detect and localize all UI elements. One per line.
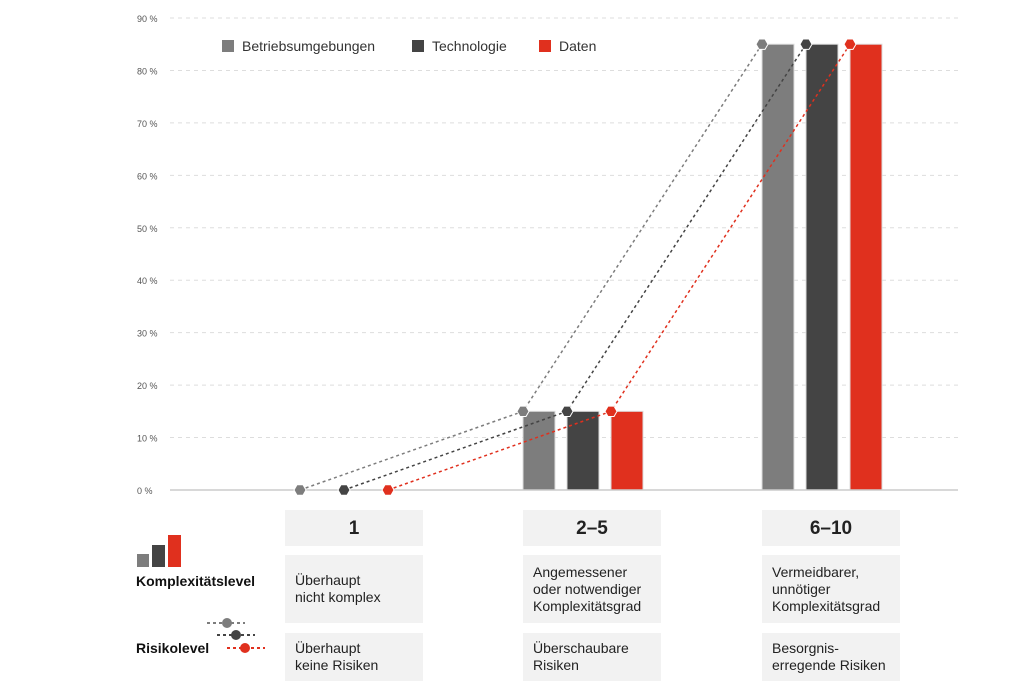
risk-marker <box>381 484 395 496</box>
bar <box>522 410 556 491</box>
y-tick-label: 90 % <box>137 14 158 24</box>
complexity-label: Komplexitätslevel <box>136 573 256 589</box>
y-tick-label: 30 % <box>137 329 158 339</box>
risk-label: Risikolevel <box>136 640 210 656</box>
bar <box>761 43 795 491</box>
legend-item: Technologie <box>412 38 507 54</box>
bar <box>566 410 600 491</box>
legend-swatch <box>222 40 234 52</box>
legend-item: Betriebsumgebungen <box>222 38 375 54</box>
risk-marker <box>337 484 351 496</box>
complexity-desc: Vermeidbarer, unnötiger Komplexitätsgrad <box>762 555 900 623</box>
y-tick-label: 60 % <box>137 171 158 181</box>
risk-icon <box>207 618 265 653</box>
y-tick-label: 10 % <box>137 434 158 444</box>
bar <box>849 43 883 491</box>
risk-desc: Besorgnis- erregende Risiken <box>762 633 900 681</box>
y-tick-label: 50 % <box>137 224 158 234</box>
risk-marker <box>755 38 769 50</box>
y-tick-label: 80 % <box>137 66 158 76</box>
risk-marker <box>560 405 574 418</box>
y-tick-label: 20 % <box>137 381 158 391</box>
category-box: 6–10 <box>762 510 900 546</box>
category-box: 1 <box>285 510 423 546</box>
risk-marker <box>799 38 813 50</box>
risk-marker <box>516 405 530 418</box>
complexity-desc: Überhaupt nicht komplex <box>285 555 423 623</box>
category-box: 2–5 <box>523 510 661 546</box>
risk-marker <box>293 484 307 496</box>
legend-label: Betriebsumgebungen <box>242 38 376 54</box>
legend-swatch <box>539 40 551 52</box>
y-tick-label: 0 % <box>137 486 153 496</box>
bar <box>610 410 644 491</box>
complexity-desc: Angemessener oder notwendiger Komplexitä… <box>523 555 661 623</box>
risk-desc: Überschaubare Risiken <box>523 633 661 681</box>
complexity-icon <box>137 535 181 567</box>
legend-item: Daten <box>539 38 596 54</box>
y-tick-label: 70 % <box>137 119 158 129</box>
y-tick-label: 40 % <box>137 276 158 286</box>
risk-marker <box>843 38 857 50</box>
risk-marker <box>604 405 618 418</box>
legend-label: Daten <box>559 38 597 54</box>
legend-swatch <box>412 40 424 52</box>
bar <box>805 43 839 491</box>
risk-desc: Überhaupt keine Risiken <box>285 633 423 681</box>
legend-label: Technologie <box>432 38 507 54</box>
